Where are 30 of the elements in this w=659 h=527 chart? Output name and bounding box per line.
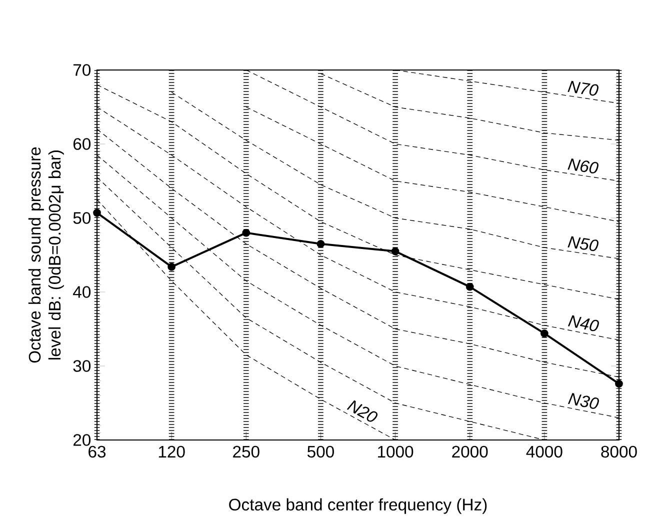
x-tick-label: 1000: [378, 446, 414, 458]
text: N30: [568, 392, 599, 409]
x-tick-label: 8000: [601, 446, 637, 458]
text: N40: [568, 315, 599, 332]
y-axis-title: Octave band sound pressure level dB: (0dB=0.0002μ bar): [28, 147, 64, 363]
x-tick-label: 500: [307, 446, 334, 458]
x-tick-label: 120: [158, 446, 185, 458]
point: [93, 208, 101, 217]
x-tick-label: 4000: [526, 446, 562, 458]
text: N60: [568, 158, 598, 174]
y-tick-label: 60: [73, 138, 91, 150]
y-tick-label: 50: [73, 212, 91, 224]
point: [540, 329, 548, 338]
point: [615, 380, 623, 388]
x-tick-label: 250: [233, 446, 260, 458]
point: [466, 282, 474, 291]
point: [168, 262, 176, 271]
text: N70: [568, 80, 598, 96]
text: N50: [568, 236, 598, 252]
y-tick-label: 40: [73, 286, 91, 298]
text: N20: [346, 400, 378, 422]
point: [242, 228, 250, 237]
y-tick-label: 70: [74, 64, 91, 76]
y-tick-label: 20: [73, 434, 91, 446]
point: [316, 240, 325, 248]
x-tick-label: 63: [88, 446, 106, 458]
x-tick-label: 2000: [452, 446, 488, 458]
x-axis-title: Octave band center frequency (Hz): [229, 498, 487, 514]
y-tick-label: 30: [73, 360, 91, 372]
point: [391, 247, 400, 256]
